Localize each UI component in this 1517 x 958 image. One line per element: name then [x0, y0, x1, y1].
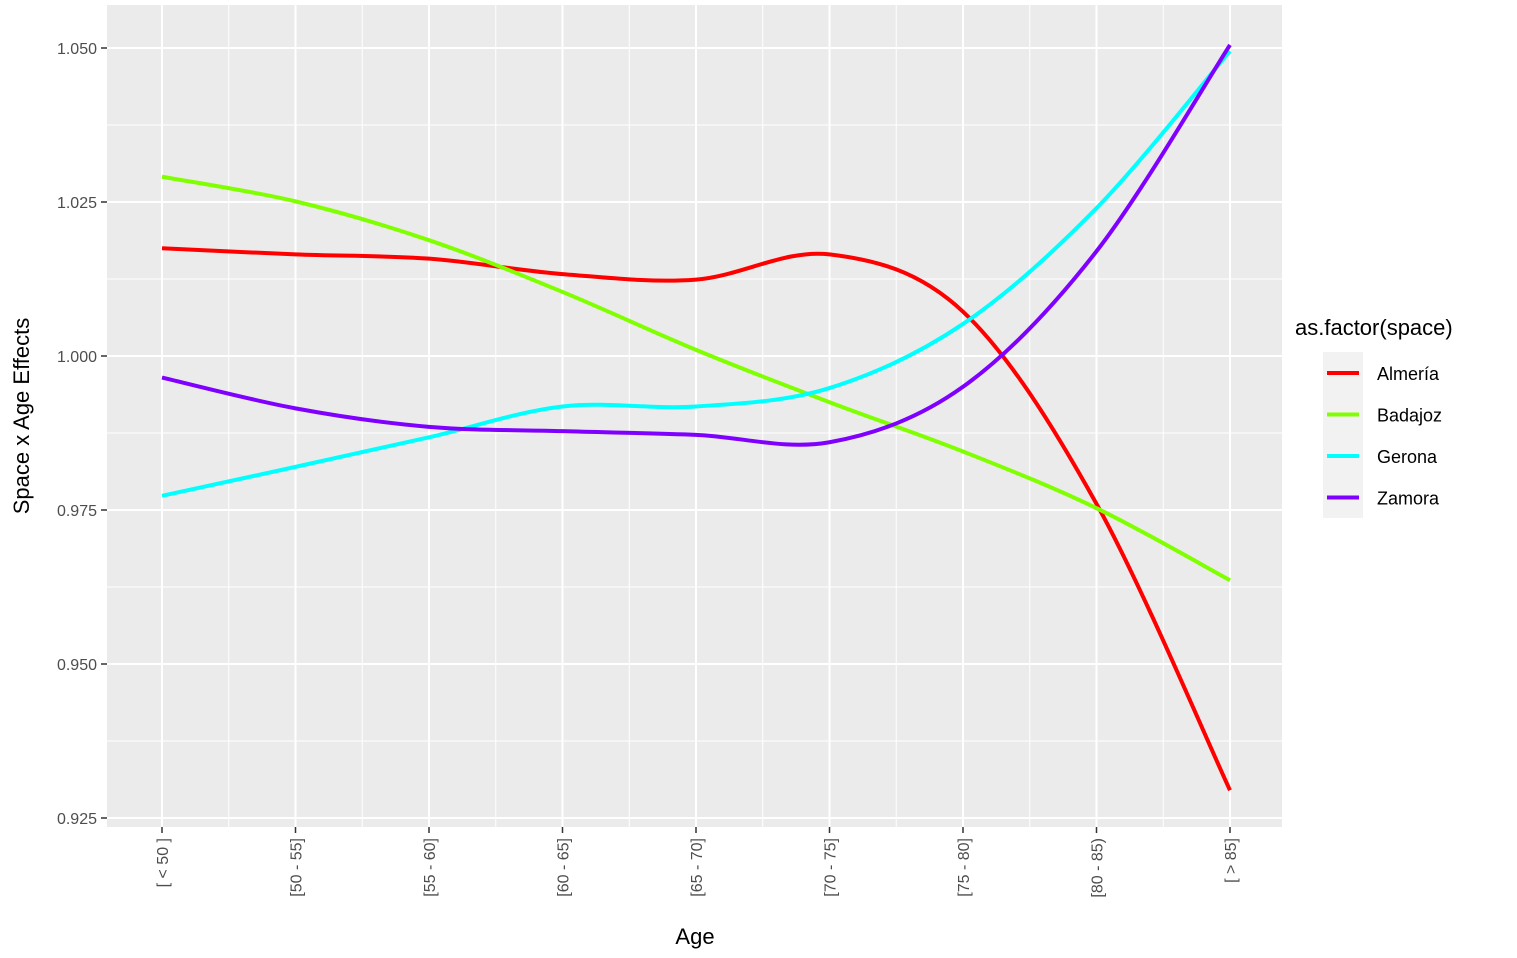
series-line-almeria	[161, 246, 1232, 792]
x-tick-label: [70 - 75]	[823, 838, 840, 897]
major-gridlines	[107, 5, 1282, 827]
legend-label-gerona: Gerona	[1377, 447, 1438, 467]
series-line-gerona	[161, 49, 1232, 498]
series-lines	[161, 43, 1232, 792]
minor-gridlines	[107, 5, 1282, 827]
x-tick-label: [60 - 65]	[556, 838, 573, 897]
legend-label-zamora: Zamora	[1377, 489, 1440, 509]
y-axis-title: Space x Age Effects	[9, 318, 34, 515]
x-tick-label: [65 - 70]	[689, 838, 706, 897]
legend-key-background	[1323, 352, 1363, 518]
y-tick-label: 1.025	[57, 195, 97, 212]
series-line-badajoz	[161, 174, 1231, 582]
x-tick-label: [ > 85]	[1223, 838, 1240, 883]
plot-panel	[107, 5, 1282, 827]
legend-label-badajoz: Badajoz	[1377, 406, 1442, 426]
legend: as.factor(space) Almería Badajoz Gerona Zam…	[1295, 315, 1453, 518]
x-tick-label: [75 - 80]	[956, 838, 973, 897]
legend-title: as.factor(space)	[1295, 315, 1453, 340]
y-axis: 0.925 0.950 0.975 1.000 1.025 1.050	[57, 41, 107, 828]
x-axis: [ < 50 ] [50 - 55] [55 - 60] [60 - 65] [65 -…	[155, 827, 1240, 898]
series-line-zamora	[161, 43, 1232, 447]
x-tick-label: [55 - 60]	[422, 838, 439, 897]
y-tick-label: 0.975	[57, 503, 97, 520]
y-tick-label: 0.950	[57, 657, 97, 674]
x-tick-label: [50 - 55]	[289, 838, 306, 897]
x-axis-title: Age	[675, 924, 714, 949]
x-tick-label: [80 - 85)	[1090, 838, 1107, 898]
x-tick-label: [ < 50 ]	[155, 838, 172, 887]
y-tick-label: 1.050	[57, 41, 97, 58]
y-tick-label: 1.000	[57, 349, 97, 366]
y-tick-label: 0.925	[57, 811, 97, 828]
legend-label-almeria: Almería	[1377, 364, 1440, 384]
